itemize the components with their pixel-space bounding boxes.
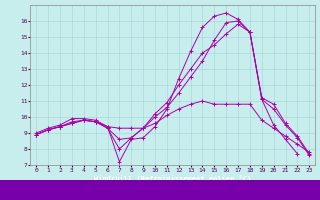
X-axis label: Windchill (Refroidissement éolien,°C): Windchill (Refroidissement éolien,°C) xyxy=(94,175,252,182)
